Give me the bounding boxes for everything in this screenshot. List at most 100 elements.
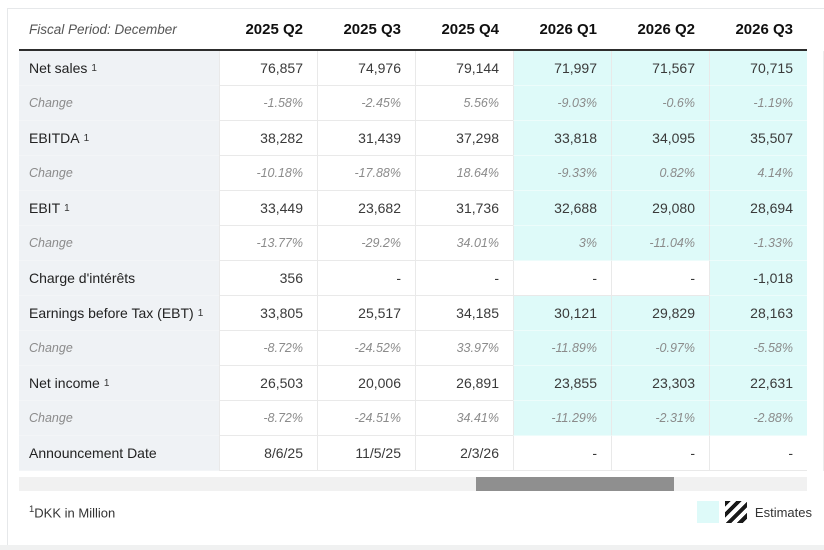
row-label-text: Charge d'intérêts [29, 270, 136, 286]
horizontal-scrollbar-thumb[interactable] [476, 477, 674, 491]
page-bottom-strip [0, 545, 824, 550]
value-cell: 31,439 [317, 121, 415, 156]
row-label: Change [19, 156, 219, 191]
row-label-superscript: 1 [64, 202, 70, 214]
value-cell: 18.64% [415, 156, 513, 191]
row-label-text: Net sales [29, 60, 88, 76]
value-cell: -24.51% [317, 401, 415, 436]
horizontal-scrollbar-track[interactable] [19, 477, 807, 491]
value-cell: 37,298 [415, 121, 513, 156]
fiscal-period-label: Fiscal Period: December [29, 21, 177, 37]
table-footer: 1DKK in Million Estimates [29, 501, 812, 523]
row-label-text: Change [29, 341, 73, 355]
row-label-text: EBIT [29, 200, 61, 216]
row-label-text: Change [29, 166, 73, 180]
table-row: Charge d'intérêts 356- - - - -1,018 [19, 261, 807, 296]
row-label: Earnings before Tax (EBT) 1 [19, 296, 219, 331]
value-cell: 25,517 [317, 296, 415, 331]
value-cell: -24.52% [317, 331, 415, 366]
value-cell: - [317, 261, 415, 296]
value-cell: 34.41% [415, 401, 513, 436]
value-cell: -13.77% [219, 226, 317, 261]
value-cell: 34,095 [611, 121, 709, 156]
value-cell: 23,855 [513, 366, 611, 401]
value-cell: - [611, 436, 709, 471]
row-label-text: Earnings before Tax (EBT) [29, 305, 194, 321]
row-label: Change [19, 226, 219, 261]
footnote-superscript: 1 [29, 503, 35, 515]
row-label-text: Change [29, 236, 73, 250]
row-label: EBITDA 1 [19, 121, 219, 156]
column-header: 2025 Q2 [245, 20, 303, 38]
row-label: Announcement Date [19, 436, 219, 471]
estimate-hatch-swatch [724, 501, 747, 523]
row-label-superscript: 1 [197, 307, 204, 319]
value-cell: -17.88% [317, 156, 415, 191]
value-cell: -11.29% [513, 401, 611, 436]
value-cell: - [709, 436, 807, 471]
table-header-row: Fiscal Period: December 2025 Q2 2025 Q3 20… [19, 9, 807, 51]
value-cell: -1.33% [709, 226, 807, 261]
value-cell: 76,857 [219, 51, 317, 86]
value-cell: 70,715 [709, 51, 807, 86]
value-cell: -2.88% [709, 401, 807, 436]
value-cell: 356 [219, 261, 317, 296]
table-row: EBIT 1 33,449 23,682 31,736 32,688 29,080 28,69… [19, 191, 807, 226]
row-label-text: Announcement Date [29, 445, 157, 461]
row-label-superscript: 1 [83, 132, 90, 144]
value-cell: 3% [513, 226, 611, 261]
value-cell: 30,121 [513, 296, 611, 331]
value-cell: - [415, 261, 513, 296]
row-label-text: Change [29, 411, 73, 425]
value-cell: -0.6% [611, 86, 709, 121]
value-cell: 20,006 [317, 366, 415, 401]
value-cell: 33.97% [415, 331, 513, 366]
row-label: Net income 1 [19, 366, 219, 401]
row-label: Change [19, 401, 219, 436]
value-cell: -1.19% [709, 86, 807, 121]
value-cell: -11.89% [513, 331, 611, 366]
row-label: Net sales 1 [19, 51, 219, 86]
row-label-superscript: 1 [91, 62, 97, 74]
table-row: Change -8.72% -24.51% 34.41% -11.29% -2.31% -2… [19, 401, 807, 436]
value-cell: -9.33% [513, 156, 611, 191]
column-header: 2025 Q4 [441, 20, 499, 38]
value-cell: -1,018 [709, 261, 807, 296]
value-cell: -8.72% [219, 331, 317, 366]
row-label-text: Change [29, 96, 73, 110]
value-cell: -11.04% [611, 226, 709, 261]
value-cell: -1.58% [219, 86, 317, 121]
value-cell: 23,303 [611, 366, 709, 401]
row-label-text: EBITDA [29, 130, 80, 146]
value-cell: -29.2% [317, 226, 415, 261]
table-row: Announcement Date 8/6/25 11/5/25 2/3/26- - - [19, 436, 807, 471]
footnote: 1DKK in Million [29, 504, 115, 520]
value-cell: 28,163 [709, 296, 807, 331]
column-header: 2026 Q2 [637, 20, 695, 38]
column-header: 2025 Q3 [343, 20, 401, 38]
value-cell: 74,976 [317, 51, 415, 86]
value-cell: - [611, 261, 709, 296]
row-label: EBIT 1 [19, 191, 219, 226]
table-row: Earnings before Tax (EBT) 1 33,805 25,517 34… [19, 296, 807, 331]
row-label: Change [19, 331, 219, 366]
value-cell: 33,449 [219, 191, 317, 226]
value-cell: - [513, 436, 611, 471]
row-label: Charge d'intérêts [19, 261, 219, 296]
value-cell: 34,185 [415, 296, 513, 331]
value-cell: -2.31% [611, 401, 709, 436]
table-row: Change -8.72% -24.52% 33.97% -11.89% -0.97% -5… [19, 331, 807, 366]
value-cell: 28,694 [709, 191, 807, 226]
value-cell: 71,567 [611, 51, 709, 86]
row-label-superscript: 1 [103, 377, 110, 389]
row-label: Change [19, 86, 219, 121]
value-cell: 79,144 [415, 51, 513, 86]
value-cell: 4.14% [709, 156, 807, 191]
table-row: Net sales 1 76,857 74,976 79,144 71,997 71,567… [19, 51, 807, 86]
table-body: Net sales 1 76,857 74,976 79,144 71,997 71,567… [8, 51, 824, 471]
value-cell: -10.18% [219, 156, 317, 191]
table-row: EBITDA 1 38,282 31,439 37,298 33,818 34,095 35,… [19, 121, 807, 156]
value-cell: 31,736 [415, 191, 513, 226]
value-cell: 33,818 [513, 121, 611, 156]
value-cell: 29,829 [611, 296, 709, 331]
